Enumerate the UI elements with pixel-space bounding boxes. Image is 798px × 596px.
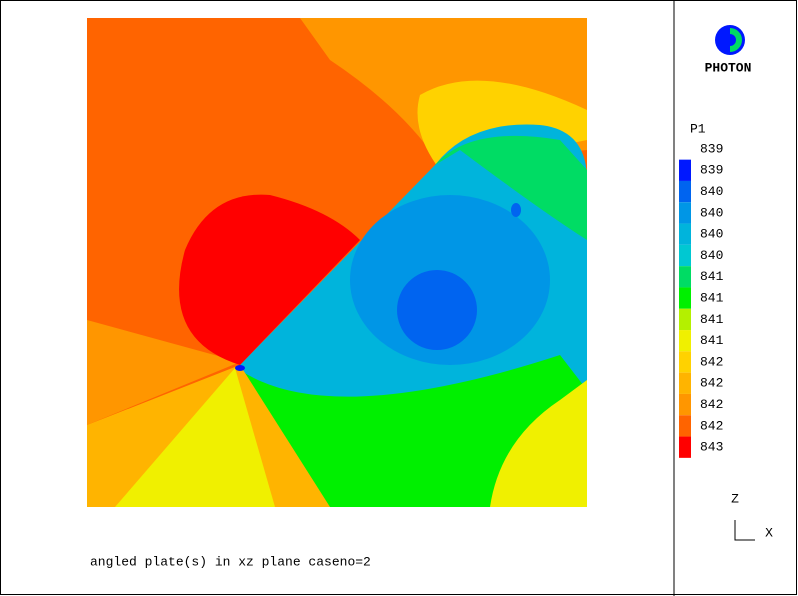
legend-swatch	[679, 202, 691, 224]
legend-label: 839	[700, 163, 723, 178]
legend-swatch	[679, 330, 691, 352]
legend-swatch	[679, 266, 691, 288]
legend-label: 841	[700, 333, 724, 348]
legend: 839 839 840 840 840 840 841 841 841 841 842 842 842 8…	[679, 141, 724, 458]
legend-label: 840	[700, 248, 723, 263]
legend-label: 841	[700, 291, 724, 306]
region	[397, 270, 477, 350]
legend-label: 842	[700, 397, 723, 412]
caption: angled plate(s) in xz plane caseno=2	[90, 554, 371, 569]
region	[435, 135, 587, 240]
legend-label: 840	[700, 184, 723, 199]
region	[235, 365, 245, 371]
logo-text: PHOTON	[705, 60, 752, 75]
axis-label: X	[765, 525, 773, 540]
legend-label: 841	[700, 312, 724, 327]
region	[179, 194, 360, 365]
legend-label: 840	[700, 205, 723, 220]
contour-plot	[87, 18, 587, 507]
legend-swatch	[679, 351, 691, 373]
legend-swatch	[679, 415, 691, 437]
region	[240, 355, 587, 507]
legend-swatch	[679, 159, 691, 181]
legend-label: 842	[700, 354, 723, 369]
photon-logo: PHOTON	[705, 25, 752, 75]
legend-label: 843	[700, 440, 723, 455]
legend-swatch	[679, 393, 691, 416]
legend-swatch	[679, 223, 691, 245]
legend-label: 839	[700, 141, 723, 156]
legend-label: 842	[700, 376, 723, 391]
legend-swatch	[679, 308, 691, 331]
legend-swatch	[679, 372, 691, 394]
legend-swatch	[679, 244, 691, 267]
legend-title: P1	[690, 121, 706, 136]
logo-icon	[730, 28, 742, 52]
legend-label: 842	[700, 418, 723, 433]
region	[490, 380, 587, 507]
axis-label: Z	[731, 491, 739, 506]
axis-lines	[734, 520, 755, 541]
legend-swatch	[679, 180, 691, 203]
legend-swatch	[679, 436, 691, 458]
legend-label: 841	[700, 269, 724, 284]
region	[87, 320, 240, 425]
legend-label: 840	[700, 227, 723, 242]
region	[115, 368, 275, 507]
legend-swatch	[679, 287, 691, 309]
region	[511, 203, 521, 217]
axis-icon: Z X	[731, 491, 773, 541]
